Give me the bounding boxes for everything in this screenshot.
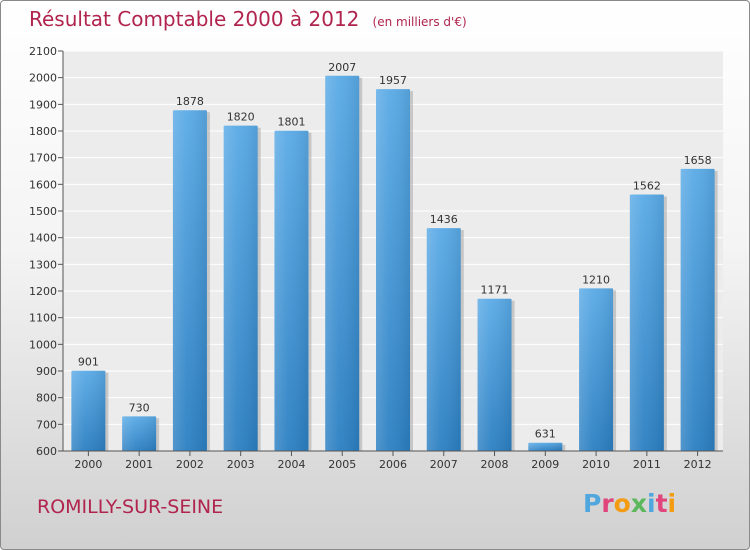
logo-letter: P <box>583 489 602 518</box>
value-label-2011: 1562 <box>633 179 661 192</box>
value-label-2000: 901 <box>78 356 99 369</box>
bar-highlight <box>71 370 106 451</box>
y-tick-label: 1800 <box>29 125 57 138</box>
y-tick-label: 1300 <box>29 258 57 271</box>
y-tick-label: 1900 <box>29 98 57 111</box>
x-tick-label-2008: 2008 <box>481 458 509 471</box>
value-label-2006: 1957 <box>379 74 407 87</box>
x-tick-label-2005: 2005 <box>328 458 356 471</box>
x-tick-label-2012: 2012 <box>684 458 712 471</box>
y-tick-label: 1000 <box>29 338 57 351</box>
value-label-2001: 730 <box>129 401 150 414</box>
logo-letter: x <box>630 489 647 518</box>
x-tick-label-2000: 2000 <box>74 458 102 471</box>
y-tick-label: 1700 <box>29 152 57 165</box>
chart-title-main: Résultat Comptable 2000 à 2012 <box>29 7 360 31</box>
bar-highlight <box>426 228 461 451</box>
y-tick-label: 800 <box>36 392 57 405</box>
x-tick-label-2010: 2010 <box>582 458 610 471</box>
bar-highlight <box>579 288 614 451</box>
bar-highlight <box>274 130 309 451</box>
y-tick-label: 600 <box>36 445 57 458</box>
bar-highlight <box>528 442 563 451</box>
value-label-2012: 1658 <box>684 154 712 167</box>
bar-highlight <box>477 298 512 451</box>
value-label-2010: 1210 <box>582 273 610 286</box>
y-tick-label: 1200 <box>29 285 57 298</box>
value-label-2004: 1801 <box>277 116 305 129</box>
x-tick-label-2011: 2011 <box>633 458 661 471</box>
x-tick-label-2006: 2006 <box>379 458 407 471</box>
x-tick-label-2003: 2003 <box>227 458 255 471</box>
y-tick-label: 1100 <box>29 312 57 325</box>
chart-title: Résultat Comptable 2000 à 2012 (en milli… <box>29 7 467 31</box>
logo-letter: r <box>601 489 614 518</box>
x-tick-label-2007: 2007 <box>430 458 458 471</box>
bar-highlight <box>223 125 258 452</box>
x-tick-label-2001: 2001 <box>125 458 153 471</box>
bar-highlight <box>122 416 157 451</box>
commune-name: ROMILLY-SUR-SEINE <box>37 496 224 518</box>
x-tick-label-2004: 2004 <box>277 458 305 471</box>
logo-letter: i <box>667 489 677 518</box>
bar-highlight <box>680 168 715 451</box>
logo-letter: t <box>655 489 668 518</box>
bar-highlight <box>325 75 360 452</box>
y-tick-label: 1400 <box>29 232 57 245</box>
value-label-2003: 1820 <box>227 111 255 124</box>
bar-highlight <box>172 110 207 451</box>
y-tick-label: 700 <box>36 418 57 431</box>
value-label-2009: 631 <box>535 428 556 441</box>
proxiti-logo: Proxiti <box>583 489 676 518</box>
value-label-2008: 1171 <box>481 284 509 297</box>
bar-highlight <box>376 89 410 451</box>
logo-letter: i <box>647 489 656 518</box>
x-tick-label-2002: 2002 <box>176 458 204 471</box>
y-tick-label: 1600 <box>29 178 57 191</box>
value-label-2002: 1878 <box>176 95 204 108</box>
y-tick-label: 2100 <box>29 45 57 58</box>
value-label-2005: 2007 <box>328 61 356 74</box>
logo-letter: o <box>613 489 631 518</box>
bar-highlight <box>629 194 664 451</box>
value-label-2007: 1436 <box>430 213 458 226</box>
y-tick-label: 1500 <box>29 205 57 218</box>
chart-subtitle: (en milliers d'€) <box>372 15 467 29</box>
y-tick-label: 2000 <box>29 72 57 85</box>
y-tick-label: 900 <box>36 365 57 378</box>
x-tick-label-2009: 2009 <box>531 458 559 471</box>
